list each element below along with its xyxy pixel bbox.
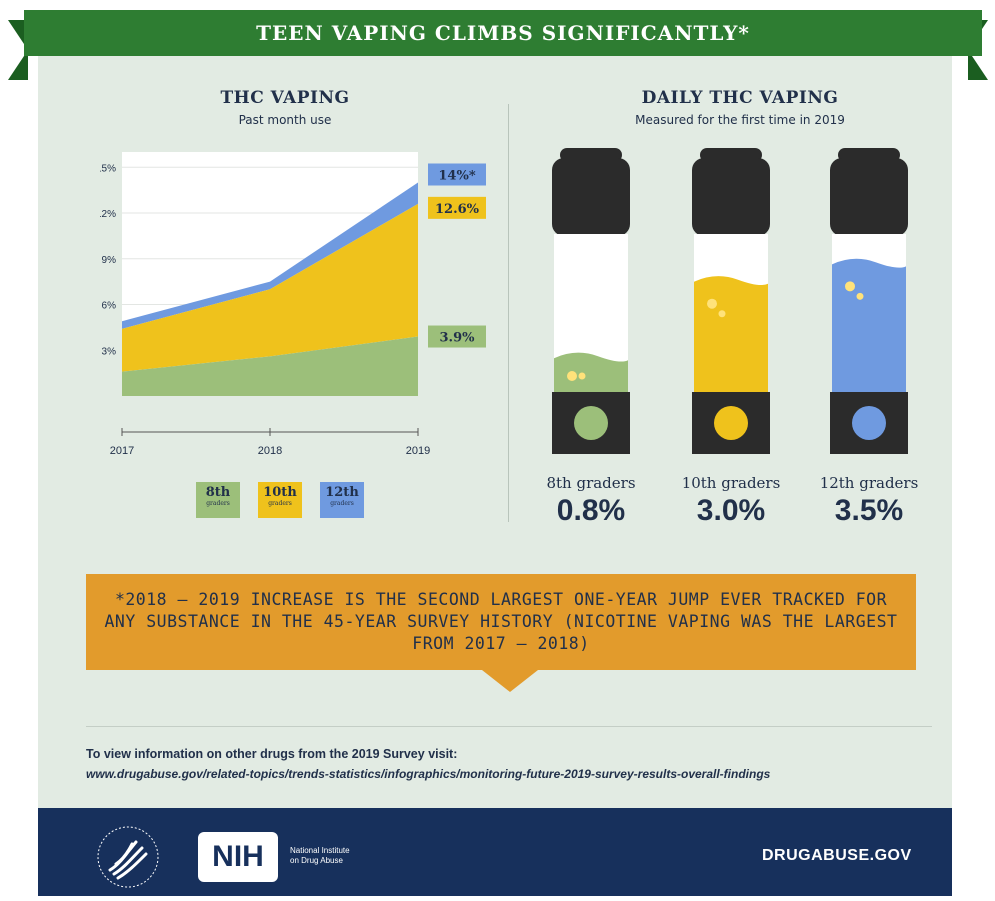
vape-band (694, 382, 768, 394)
legend-8th-label: 8th (205, 485, 231, 500)
y-tick-label: 9% (102, 255, 117, 266)
hhs-eagle-icon (97, 826, 159, 888)
end-label-bg (428, 163, 486, 186)
left-panel-subtitle: Past month use (238, 113, 332, 127)
banner-ribbon-left (8, 20, 28, 80)
end-label: 3.9% (440, 331, 476, 346)
legend-12th-label: 12th (325, 485, 359, 500)
bubble (845, 281, 855, 292)
area-8th (122, 336, 418, 396)
vape-band (832, 382, 906, 394)
panel-divider (508, 104, 509, 522)
right-panel-subtitle: Measured for the first time in 2019 (635, 113, 845, 127)
end-label-bg (428, 325, 486, 348)
vape-cap (692, 158, 770, 236)
vape-cap (830, 158, 908, 236)
nih-logo-icon[interactable]: NIH (198, 832, 278, 882)
x-tick-label: 2019 (406, 445, 430, 457)
site-link[interactable]: DRUGABUSE.GOV (762, 847, 912, 864)
y-tick-label: 12% (100, 209, 116, 220)
end-label-bg (428, 196, 486, 219)
section-divider (86, 726, 932, 727)
visit-heading: To view information on other drugs from … (86, 747, 458, 761)
end-label: 12.6% (435, 202, 480, 217)
grade-label-10th: 10th graders (681, 474, 781, 492)
y-tick-label: 15% (100, 163, 116, 174)
vape-band (554, 382, 628, 394)
bubble (718, 310, 726, 318)
nih-institute-name: National Institute on Drug Abuse (290, 846, 350, 866)
grade-value-10th: 3.0% (696, 494, 766, 527)
vape-liquid-12th (832, 258, 906, 382)
end-label: 14%* (438, 169, 475, 184)
legend-8th: 8th graders (196, 482, 240, 518)
bubble (567, 371, 577, 381)
survey-link[interactable]: www.drugabuse.gov/related-topics/trends-… (86, 767, 771, 781)
vape-cap (552, 158, 630, 236)
legend-12th: 12th graders (320, 482, 364, 518)
callout-note: *2018 – 2019 INCREASE IS THE SECOND LARG… (86, 574, 916, 670)
vape-button (852, 406, 886, 440)
x-tick-label: 2017 (110, 445, 134, 457)
right-panel-title: DAILY THC VAPING (641, 88, 839, 108)
legend-8th-sub: graders (206, 500, 230, 507)
vape-pen-8th (552, 148, 630, 454)
thc-vaping-area-chart: 3% 6% 9% 12% 15% 2017 2018 2019 3.9% 12.6% 14%* (100, 152, 486, 457)
callout-pointer (482, 670, 538, 692)
grade-label-8th: 8th graders (546, 474, 636, 492)
grade-value-8th: 0.8% (556, 494, 626, 527)
left-panel-title: THC VAPING (220, 88, 350, 108)
legend-10th: 10th graders (258, 482, 302, 518)
area-12th (122, 182, 418, 329)
nih-institute-line1: National Institute (290, 846, 350, 855)
footer-bar (38, 808, 952, 896)
bubble (856, 292, 864, 300)
nih-logo-text: NIH (212, 840, 264, 873)
x-tick-label: 2018 (258, 445, 282, 457)
legend-12th-sub: graders (330, 500, 354, 507)
vape-pen-12th (830, 148, 908, 454)
grade-value-12th: 3.5% (834, 494, 904, 527)
legend-10th-sub: graders (268, 500, 292, 507)
banner-title: TEEN VAPING CLIMBS SIGNIFICANTLY* (24, 10, 982, 56)
bubble (578, 372, 586, 380)
y-tick-label: 3% (102, 346, 117, 357)
vape-liquid-10th (694, 276, 768, 382)
vape-pen-10th (692, 148, 770, 454)
area-10th (122, 203, 418, 372)
vape-button (574, 406, 608, 440)
bubble (707, 298, 717, 309)
vape-button (714, 406, 748, 440)
grade-label-12th: 12th graders (819, 474, 919, 492)
nih-institute-line2: on Drug Abuse (290, 856, 343, 865)
y-tick-label: 6% (102, 301, 117, 312)
legend-10th-label: 10th (263, 485, 297, 500)
